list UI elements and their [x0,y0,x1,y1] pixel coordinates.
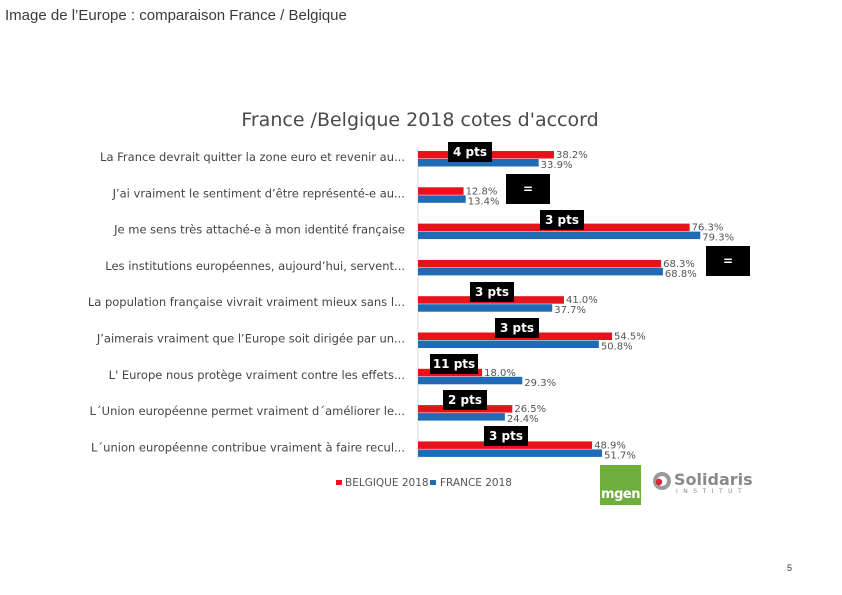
callout-box [484,426,528,446]
legend-swatch-belgique [336,480,342,485]
data-label-france: 33.9% [541,160,573,171]
data-label-belgique: 68.3% [663,259,695,270]
bar-france [418,413,505,421]
solidaris-logo: Solidaris INSTITUT [650,468,753,498]
bar-france [418,304,553,312]
category-label: J’aimerais vraiment que l’Europe soit di… [96,332,405,346]
data-label-france: 29.3% [524,378,556,389]
mgen-logo: mgen [600,465,641,505]
category-label: Je me sens très attaché-e à mon identité… [113,223,405,237]
callout-text: 2 pts [448,393,482,407]
bar-france [418,195,466,203]
legend-label-belgique: BELGIQUE 2018 [345,477,429,489]
callout-box [706,246,750,276]
callout-text: 3 pts [500,321,534,335]
data-label-belgique: 18.0% [484,368,516,379]
category-label: L´union européenne contribue vraiment à … [91,440,405,454]
page-number: 5 [787,563,793,573]
bar-france [418,340,599,348]
data-label-belgique: 48.9% [594,440,626,451]
callout-box [470,282,514,302]
data-label-belgique: 76.3% [692,223,724,234]
category-label: L´Union européenne permet vraiment d´amé… [90,404,406,418]
callout-text: 3 pts [545,213,579,227]
data-label-france: 51.7% [604,450,636,461]
category-label: La population française vivrait vraiment… [88,295,405,309]
callout-box [430,354,478,374]
bar-france [418,159,539,167]
bar-france [418,376,523,385]
category-label: L' Europe nous protège vraiment contre l… [109,368,405,382]
callout-box [495,318,539,338]
data-label-france: 37.7% [554,305,586,316]
callout-text: = [523,182,533,196]
callout-text: 3 pts [489,429,523,443]
data-label-belgique: 41.0% [566,295,598,306]
callout-text: 4 pts [453,145,487,159]
legend-swatch-france [430,480,436,485]
bar-france [418,231,701,240]
data-label-france: 50.8% [601,342,633,353]
bar-france [418,267,663,276]
data-label-belgique: 54.5% [614,332,646,343]
bar-france [418,449,603,457]
category-label: Les institutions européennes, aujourd’hu… [105,259,405,273]
callout-box [540,210,584,230]
legend-label-france: FRANCE 2018 [440,477,512,489]
callout-text: 11 pts [433,357,475,371]
chart-title: France /Belgique 2018 cotes d'accord [241,109,598,131]
slide-title: Image de l’Europe : comparaison France /… [5,7,347,24]
data-label-belgique: 38.2% [556,150,588,161]
bar-belgique [418,259,662,268]
data-label-belgique: 26.5% [514,404,546,415]
bar-belgique [418,187,464,195]
callout-box [448,142,492,162]
category-label: J’ai vraiment le sentiment d’être représ… [112,186,405,200]
category-label: La France devrait quitter la zone euro e… [100,150,405,164]
callout-text: 3 pts [475,285,509,299]
solidaris-subtitle: INSTITUT [676,488,748,495]
data-label-france: 13.4% [468,196,500,207]
solidaris-icon [653,472,671,490]
data-label-france: 24.4% [507,414,539,425]
callout-box [506,174,550,204]
callout-text: = [723,254,733,268]
callout-box [443,390,487,410]
solidaris-wordmark: Solidaris [674,470,753,489]
data-label-belgique: 12.8% [466,186,498,197]
data-label-france: 68.8% [665,269,697,280]
data-label-france: 79.3% [702,233,734,244]
